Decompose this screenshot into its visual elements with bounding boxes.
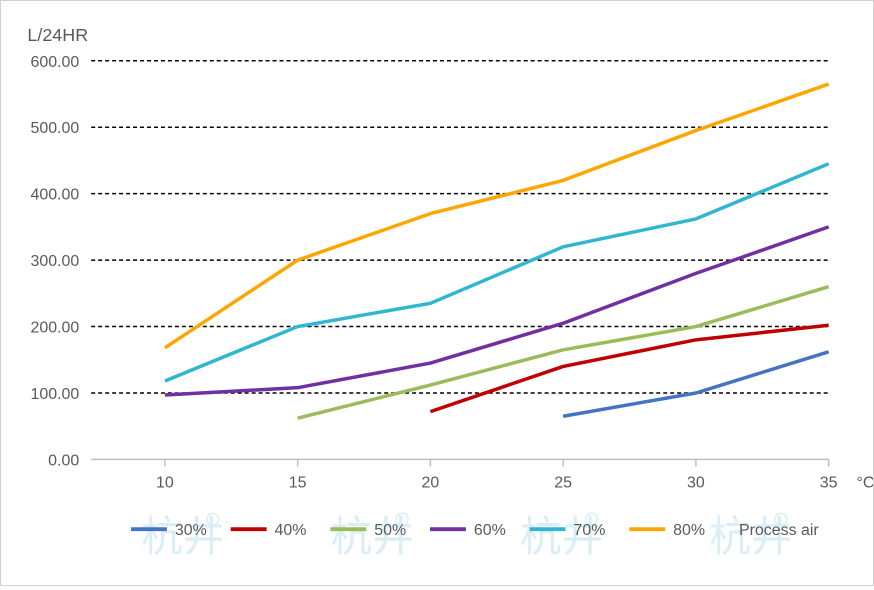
line-chart: 杭井杭井杭井杭井0.00100.00200.00300.00400.00500.… bbox=[1, 1, 873, 585]
x-tick-label: 30 bbox=[687, 474, 705, 491]
series-80% bbox=[165, 84, 829, 348]
series-50% bbox=[298, 287, 829, 419]
series-60% bbox=[165, 227, 829, 395]
x-axis-subtitle: Process air bbox=[739, 522, 819, 539]
legend-label: 30% bbox=[175, 522, 207, 539]
legend-label: 40% bbox=[275, 522, 307, 539]
x-tick-label: 20 bbox=[422, 474, 440, 491]
x-tick-label: 10 bbox=[156, 474, 174, 491]
legend-label: 60% bbox=[474, 522, 506, 539]
y-tick-label: 200.00 bbox=[30, 320, 79, 337]
x-tick-label: 25 bbox=[554, 474, 572, 491]
y-tick-label: 300.00 bbox=[30, 253, 79, 270]
x-axis-unit: °C bbox=[857, 474, 873, 491]
y-tick-label: 400.00 bbox=[30, 187, 79, 204]
y-tick-label: 0.00 bbox=[48, 452, 79, 469]
x-tick-label: 35 bbox=[820, 474, 838, 491]
chart-container: 杭井杭井杭井杭井0.00100.00200.00300.00400.00500.… bbox=[0, 0, 874, 586]
legend-label: 50% bbox=[374, 522, 406, 539]
y-tick-label: 100.00 bbox=[30, 386, 79, 403]
y-tick-label: 500.00 bbox=[30, 120, 79, 137]
y-axis-title: L/24HR bbox=[27, 25, 88, 45]
legend-label: 80% bbox=[673, 522, 705, 539]
y-tick-label: 600.00 bbox=[30, 54, 79, 71]
series-30% bbox=[563, 352, 828, 416]
x-tick-label: 15 bbox=[289, 474, 307, 491]
legend-label: 70% bbox=[574, 522, 606, 539]
